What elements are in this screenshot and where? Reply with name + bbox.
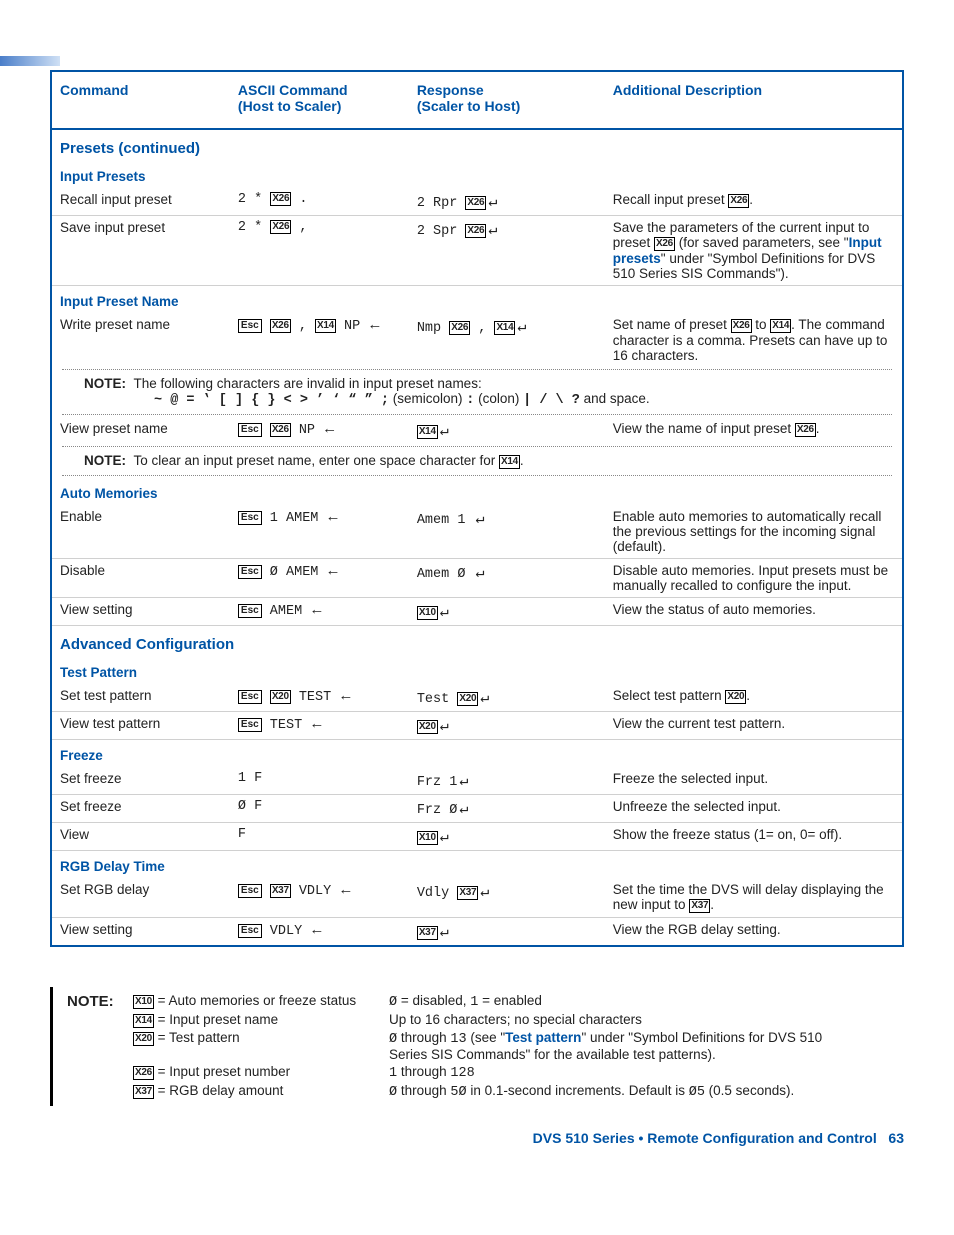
subhead-input-presets: Input Presets [51,161,903,188]
row-freeze-on: Set freeze 1 F Frz 1 Freeze the selected… [51,767,903,795]
row-set-rgb-delay: Set RGB delay Esc X37 VDLY Vdly X37 Set … [51,878,903,918]
row-amem-view: View setting Esc AMEM X10 View the statu… [51,598,903,626]
header-command: Command [51,71,230,129]
subhead-freeze: Freeze [51,740,903,768]
header-desc: Additional Description [605,71,903,129]
document-page: Command ASCII Command (Host to Scaler) R… [0,0,954,1186]
note-invalid-chars: NOTE: The following characters are inval… [51,367,903,417]
row-save-preset: Save input preset 2 * X26 , 2 Spr X26 Sa… [51,216,903,286]
subhead-test-pattern: Test Pattern [51,657,903,684]
note-clear-name: NOTE: To clear an input preset name, ent… [51,444,903,478]
row-amem-disable: Disable Esc Ø AMEM Amem Ø Disable auto m… [51,559,903,598]
section-presets: Presets (continued) [51,129,903,161]
row-view-preset-name: View preset name Esc X26 NP X14 View the… [51,417,903,444]
page-footer: DVS 510 Series • Remote Configuration an… [50,1130,904,1146]
row-write-preset-name: Write preset name Esc X26 , X14 NP Nmp X… [51,313,903,367]
row-amem-enable: Enable Esc 1 AMEM Amem 1 Enable auto mem… [51,505,903,559]
row-view-rgb-delay: View setting Esc VDLY X37 View the RGB d… [51,918,903,947]
subhead-auto-memories: Auto Memories [51,478,903,505]
row-view-test-pattern: View test pattern Esc TEST X20 View the … [51,712,903,740]
row-freeze-view: View F X10 Show the freeze status (1= on… [51,823,903,851]
note-variable-definitions: NOTE: X10 = Auto memories or freeze stat… [50,987,904,1106]
row-set-test-pattern: Set test pattern Esc X20 TEST Test X20 S… [51,684,903,712]
header-response: Response (Scaler to Host) [409,71,605,129]
row-recall-preset: Recall input preset 2 * X26 . 2 Rpr X26 … [51,188,903,216]
test-pattern-link[interactable]: Test pattern [505,1030,581,1045]
subhead-input-preset-name: Input Preset Name [51,286,903,314]
header-ascii: ASCII Command (Host to Scaler) [230,71,409,129]
table-header-row: Command ASCII Command (Host to Scaler) R… [51,71,903,129]
row-freeze-off: Set freeze Ø F Frz Ø Unfreeze the select… [51,795,903,823]
header-gradient [0,56,60,66]
command-table: Command ASCII Command (Host to Scaler) R… [50,70,904,947]
section-advanced: Advanced Configuration [51,626,903,658]
subhead-rgb-delay: RGB Delay Time [51,851,903,879]
